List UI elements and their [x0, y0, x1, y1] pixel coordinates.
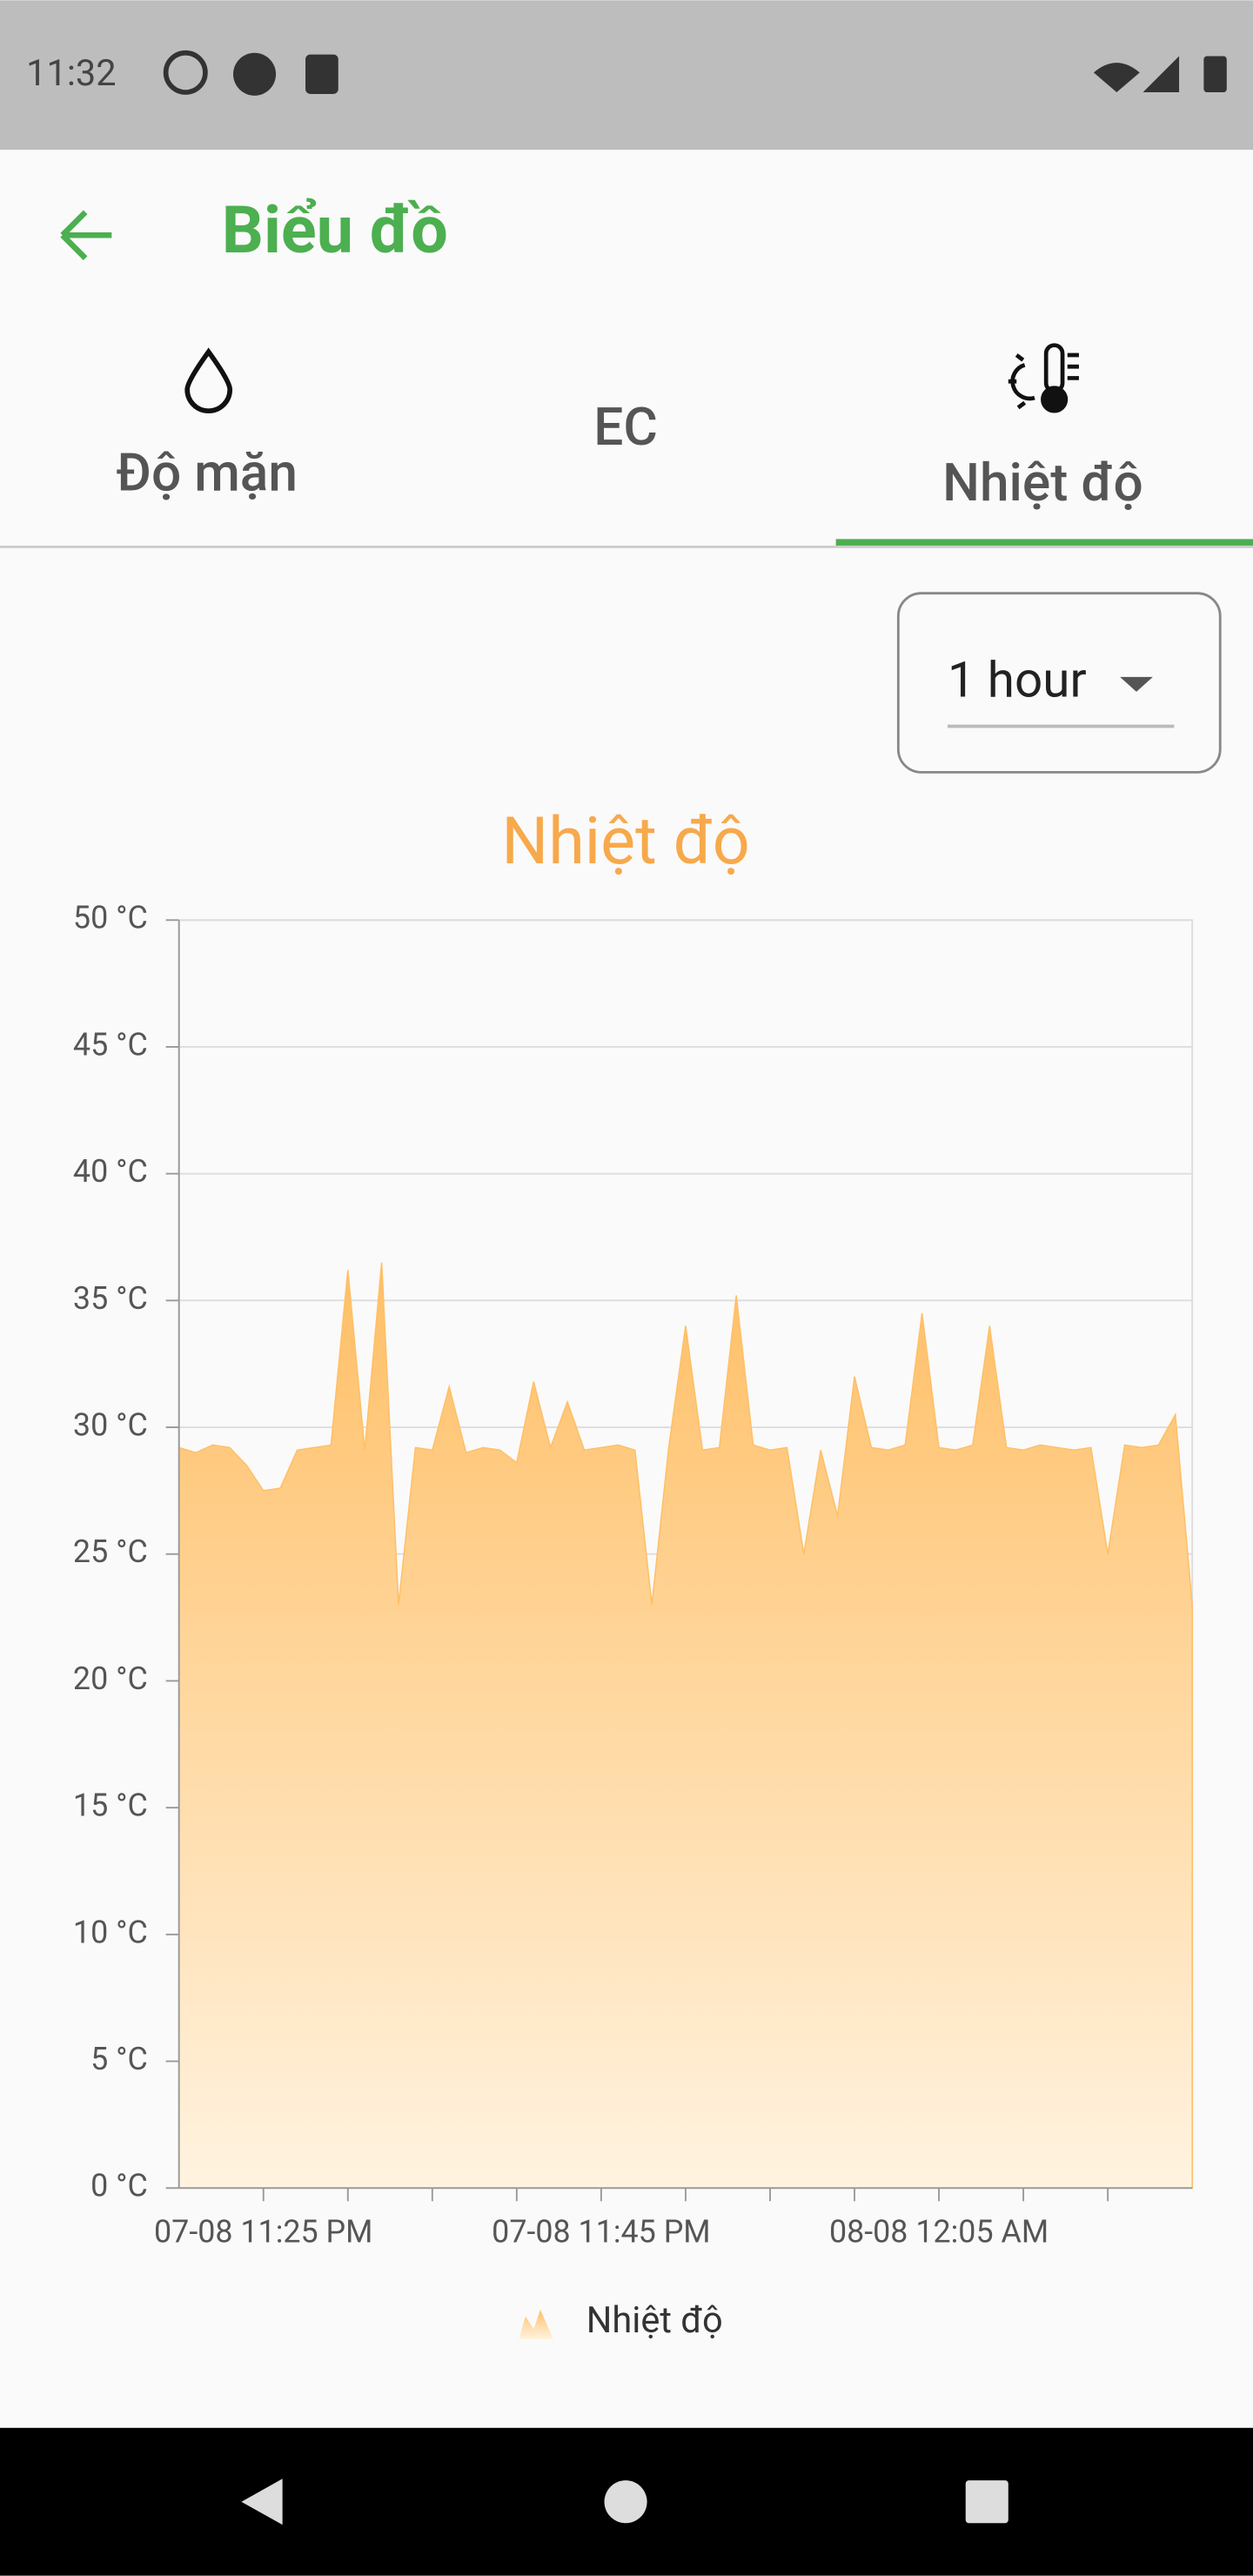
app-title: Biểu đồ	[222, 192, 448, 269]
tab[interactable]: Nhiệt độ	[942, 343, 1143, 513]
divider	[0, 545, 1253, 548]
y-tick-label: 50 °C	[73, 900, 148, 936]
tab-label: Nhiệt độ	[942, 452, 1143, 513]
chart-title: Nhiệt độ	[501, 803, 749, 880]
legend-label: Nhiệt độ	[586, 2299, 723, 2342]
y-tick-label: 30 °C	[73, 1407, 148, 1444]
y-tick-label: 0 °C	[90, 2168, 148, 2204]
y-tick-label: 25 °C	[73, 1533, 148, 1570]
y-tick-label: 40 °C	[73, 1153, 148, 1190]
tab-indicator	[835, 539, 1253, 546]
area	[178, 1262, 1193, 2189]
y-tick-label: 5 °C	[90, 2041, 148, 2077]
tab-icon	[184, 347, 233, 413]
tab-label: Độ mặn	[117, 442, 298, 504]
tab[interactable]: Độ mặn	[117, 347, 298, 504]
x-tick-label: 07-08 11:25 PM	[154, 2214, 372, 2251]
legend-icon	[519, 2309, 554, 2339]
y-tick-label: 20 °C	[73, 1660, 148, 1697]
y-tick-label: 10 °C	[73, 1914, 148, 1950]
x-tick-label: 07-08 11:45 PM	[492, 2214, 710, 2251]
range-dropdown[interactable]: 1 hour	[896, 592, 1222, 774]
tab[interactable]: EC	[593, 396, 658, 458]
status-time: 11:32	[26, 52, 116, 95]
status-icons	[163, 50, 1227, 96]
nav-recents[interactable]	[965, 2480, 1008, 2524]
x-tick-label: 08-08 12:05 AM	[829, 2214, 1049, 2251]
back-button[interactable]	[60, 210, 112, 261]
tab-label: EC	[593, 396, 658, 458]
y-tick-label: 35 °C	[73, 1280, 148, 1317]
y-tick-label: 45 °C	[73, 1026, 148, 1063]
status-bar	[0, 0, 1253, 151]
nav-home[interactable]	[604, 2480, 647, 2524]
y-tick-label: 15 °C	[73, 1788, 148, 1824]
dropdown-value: 1 hour	[948, 650, 1087, 708]
tab-icon	[1008, 343, 1079, 413]
chart: 0 °C 5 °C 10 °C 15 °C 20 °C 25 °C 30 °C 35 °C 40…	[73, 900, 1194, 2342]
nav-back[interactable]	[241, 2479, 283, 2526]
